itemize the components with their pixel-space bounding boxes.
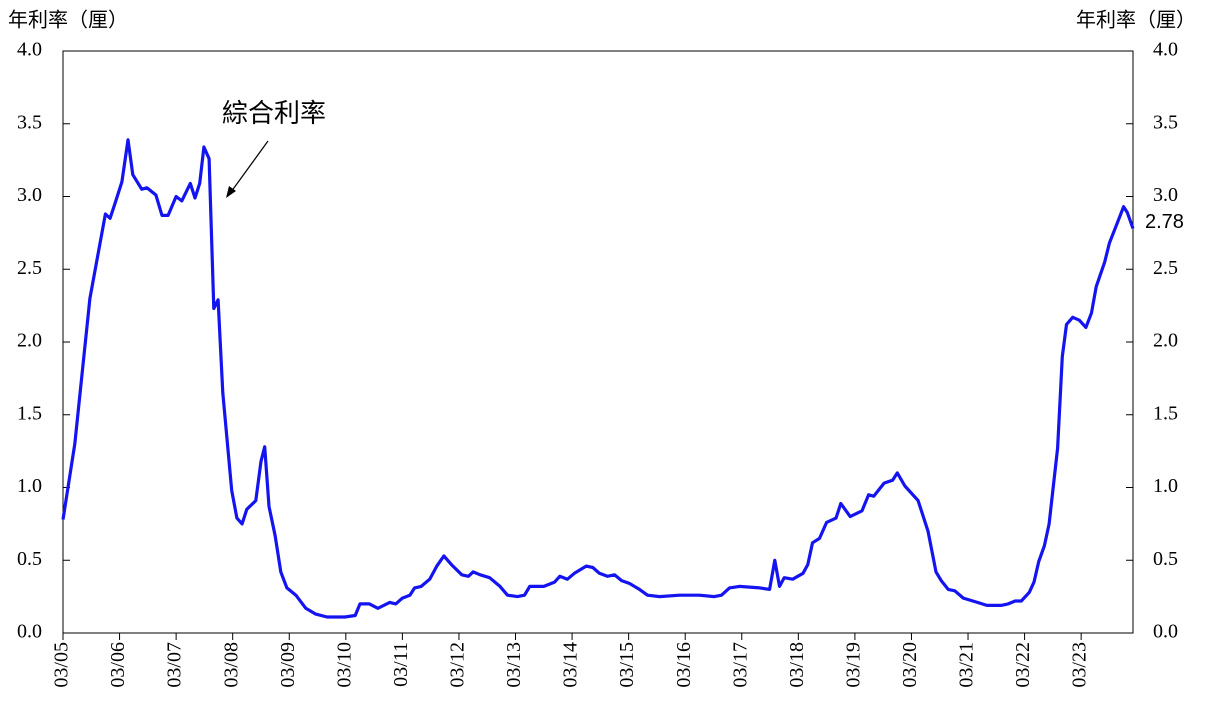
plot-frame bbox=[62, 50, 1134, 634]
y2-axis-label: 年利率（厘） bbox=[1076, 9, 1196, 32]
x-tick-label: 03/10 bbox=[333, 642, 355, 688]
x-tick-label: 03/18 bbox=[786, 642, 808, 688]
x-tick-label: 03/08 bbox=[220, 642, 242, 688]
y-tick-label: 1.5 bbox=[17, 402, 42, 424]
y-tick-label: 1.0 bbox=[17, 475, 42, 497]
x-tick-label: 03/16 bbox=[673, 642, 695, 688]
series-line bbox=[61, 138, 1135, 619]
x-tick-label: 03/09 bbox=[277, 642, 299, 688]
end-value-label: 2.78 bbox=[1145, 211, 1184, 233]
y-tick-label: 3.0 bbox=[17, 184, 42, 206]
y2-tick-label: 1.0 bbox=[1153, 475, 1178, 497]
arrow-head bbox=[226, 186, 236, 198]
y2-tick-label: 4.0 bbox=[1153, 39, 1178, 61]
x-tick-label: 03/12 bbox=[447, 642, 469, 688]
x-tick-label: 03/06 bbox=[107, 642, 129, 688]
y-tick-label: 0.0 bbox=[17, 621, 42, 643]
y2-tick-label: 3.0 bbox=[1153, 184, 1178, 206]
y2-tick-label: 0.0 bbox=[1153, 621, 1178, 643]
x-tick-label: 03/19 bbox=[842, 642, 864, 688]
y2-tick-label: 2.5 bbox=[1153, 257, 1178, 279]
x-tick-label: 03/05 bbox=[51, 642, 73, 688]
y-tick-label: 2.5 bbox=[17, 257, 42, 279]
x-tick-label: 03/23 bbox=[1069, 642, 1091, 688]
x-tick-label: 03/07 bbox=[164, 642, 186, 688]
y-tick-label: 4.0 bbox=[17, 39, 42, 61]
y2-tick-label: 0.5 bbox=[1153, 548, 1178, 570]
y2-tick-label: 1.5 bbox=[1153, 402, 1178, 424]
y-tick-label: 0.5 bbox=[17, 548, 42, 570]
y-tick-label: 2.0 bbox=[17, 330, 42, 352]
x-tick-label: 03/20 bbox=[899, 642, 921, 688]
x-tick-label: 03/13 bbox=[503, 642, 525, 688]
annotation-arrow bbox=[230, 140, 269, 193]
y-tick-label: 3.5 bbox=[17, 111, 42, 133]
y2-tick-label: 2.0 bbox=[1153, 330, 1178, 352]
x-tick-label: 03/14 bbox=[560, 642, 582, 688]
y2-tick-label: 3.5 bbox=[1153, 111, 1178, 133]
y-axis-label: 年利率（厘） bbox=[8, 9, 128, 32]
x-tick-label: 03/22 bbox=[1012, 642, 1034, 688]
x-tick-label: 03/17 bbox=[729, 642, 751, 688]
x-tick-label: 03/15 bbox=[616, 642, 638, 688]
x-tick-label: 03/21 bbox=[956, 642, 978, 688]
annotation: 綜合利率 bbox=[222, 99, 326, 128]
x-tick-label: 03/11 bbox=[390, 642, 412, 687]
